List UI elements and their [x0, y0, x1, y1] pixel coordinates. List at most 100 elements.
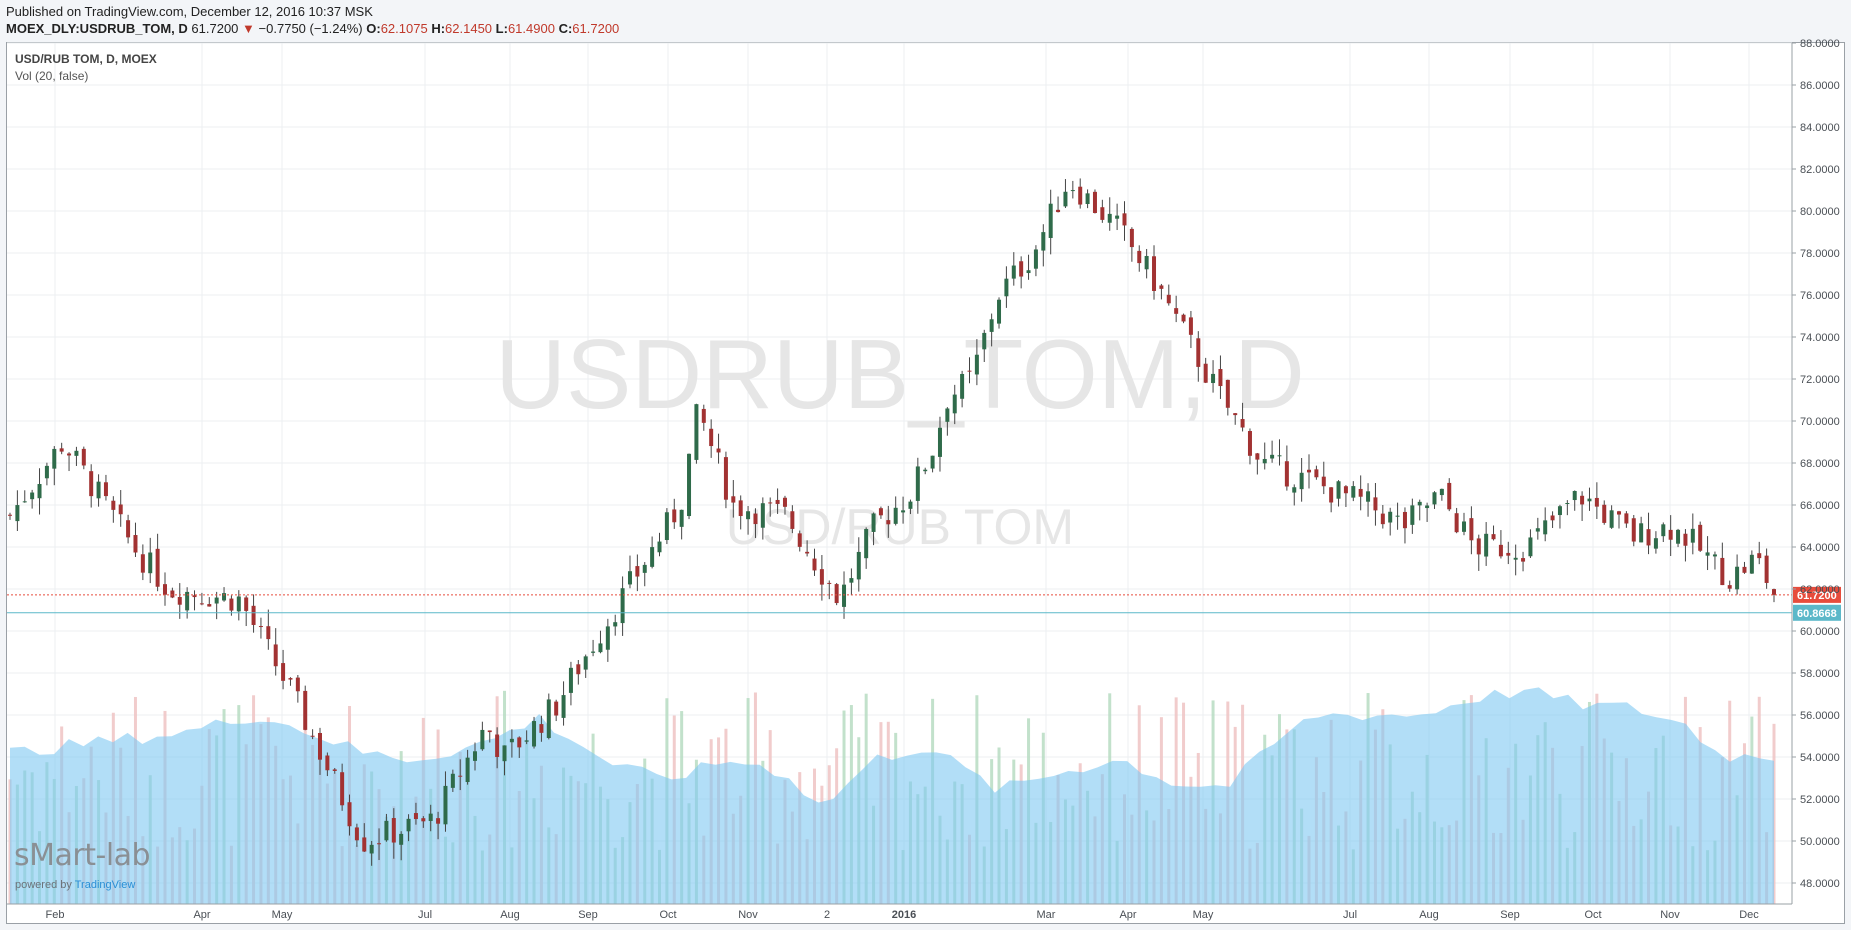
candle-body [591, 651, 596, 653]
candle-body [1041, 232, 1046, 251]
candle-body [89, 471, 94, 497]
candle-body [1557, 506, 1562, 516]
x-tick-label: Apr [193, 909, 210, 921]
candle-body [1735, 566, 1740, 590]
candle-body [1299, 472, 1304, 490]
y-tick-label: 88.0000 [1800, 38, 1840, 50]
candle-body [1668, 529, 1673, 540]
candle-body [1240, 419, 1245, 428]
x-tick-label: 2 [824, 909, 830, 921]
candle-body [716, 448, 721, 453]
candle-body [546, 699, 551, 739]
candle-body [1247, 431, 1252, 456]
candle-body [295, 677, 300, 692]
candle-body [214, 597, 219, 604]
candle-body [620, 588, 625, 624]
y-tick-label: 74.0000 [1800, 332, 1840, 344]
y-tick-label: 84.0000 [1800, 122, 1840, 134]
candle-body [428, 813, 433, 821]
x-tick-label: 2016 [892, 909, 916, 921]
candle-body [908, 501, 913, 509]
candle-body [133, 535, 138, 553]
candle-body [377, 843, 382, 845]
last-price-tag [1793, 586, 1841, 603]
candle-body [1188, 317, 1193, 335]
candle-body [44, 465, 49, 479]
candle-body [605, 626, 610, 650]
candle-body [487, 730, 492, 733]
candle-body [1528, 537, 1533, 557]
candle-body [1078, 186, 1083, 205]
y-tick-label: 86.0000 [1800, 80, 1840, 92]
chart-legend-title[interactable]: USD/RUB TOM, D, MOEX [15, 52, 157, 66]
header-bar: Published on TradingView.com, December 1… [0, 0, 1851, 42]
candle-body [1100, 207, 1105, 220]
candle-body [701, 408, 706, 423]
candle-body [1432, 492, 1437, 505]
candle-body [768, 502, 773, 504]
candle-body [1631, 518, 1636, 542]
candle-body [930, 455, 935, 469]
candle-body [1535, 528, 1540, 532]
candle-body [738, 500, 743, 517]
candle-body [251, 605, 256, 625]
candle-body [1661, 524, 1666, 537]
candle-body [1565, 503, 1570, 505]
candle-body [1203, 363, 1208, 383]
candle-body [997, 299, 1002, 324]
candle-body [1115, 215, 1120, 219]
candle-body [222, 593, 227, 601]
candle-body [782, 497, 787, 507]
candle-body [723, 457, 728, 500]
y-tick-label: 58.0000 [1800, 668, 1840, 680]
candle-body [266, 626, 271, 640]
candle-body [1159, 285, 1164, 289]
candle-body [539, 724, 544, 733]
candle-body [1491, 534, 1496, 540]
y-tick-label: 70.0000 [1800, 416, 1840, 428]
candle-body [126, 520, 131, 538]
candle-body [1019, 261, 1024, 277]
candle-body [1366, 491, 1371, 502]
candle-body [923, 469, 928, 472]
tradingview-link[interactable]: TradingView [74, 879, 136, 891]
candle-body [155, 548, 160, 587]
y-tick-label: 60.0000 [1800, 626, 1840, 638]
candle-body [1580, 495, 1585, 505]
candle-body [635, 566, 640, 577]
candle-body [834, 584, 839, 604]
symbol-quote-line: MOEX_DLY:USDRUB_TOM, D 61.7200 ▼ −0.7750… [6, 21, 619, 36]
y-tick-label: 72.0000 [1800, 374, 1840, 386]
candle-body [1011, 265, 1016, 279]
candle-body [878, 508, 883, 516]
candle-body [406, 818, 411, 832]
candle-body [524, 740, 529, 742]
candle-body [672, 509, 677, 523]
candle-body [118, 504, 123, 515]
candle-body [1270, 454, 1275, 459]
low-value: 61.4900 [507, 21, 555, 36]
candle-body [288, 678, 293, 680]
candle-body [509, 738, 514, 743]
candle-body [502, 745, 507, 762]
candle-body [96, 481, 101, 499]
candle-body [1543, 520, 1548, 535]
volume-legend[interactable]: Vol (20, false) [15, 69, 89, 83]
candle-body [1314, 469, 1319, 478]
candle-body [148, 552, 153, 574]
candle-body [576, 664, 581, 675]
x-tick-label: Aug [1419, 909, 1439, 921]
candle-body [1292, 487, 1297, 493]
time-axis: Feb Apr May Jul Aug Sep Oct Nov 2 2016 Mar Apr May Ju… [7, 903, 1792, 921]
candle-body [140, 554, 145, 573]
smartlab-logo: sMart-lab [14, 838, 151, 873]
candle-body [1410, 505, 1415, 525]
candle-body [340, 772, 345, 806]
candle-body [1639, 523, 1644, 543]
candle-body [974, 354, 979, 375]
candle-body [1107, 213, 1112, 223]
candle-body [1705, 552, 1710, 556]
open-value: 62.1075 [380, 21, 428, 36]
candle-body [1166, 294, 1171, 304]
